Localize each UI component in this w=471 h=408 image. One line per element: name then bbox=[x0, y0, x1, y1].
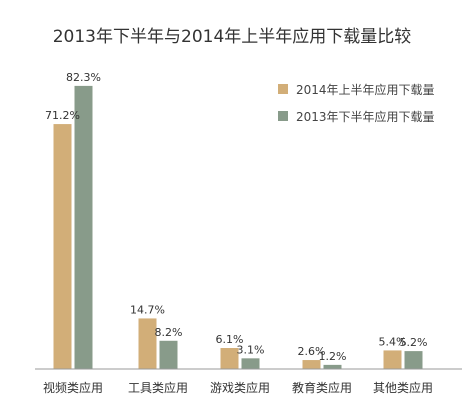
bar-2014h1-0 bbox=[53, 124, 72, 370]
category-label-3: 教育类应用 bbox=[292, 380, 352, 395]
bars-group bbox=[53, 85, 423, 370]
value-label-2013h2-4: 5.2% bbox=[400, 336, 428, 349]
bar-2013h2-0 bbox=[74, 85, 93, 369]
bar-2014h1-2 bbox=[220, 348, 239, 369]
value-label-2013h2-1: 8.2% bbox=[155, 326, 183, 339]
legend-label-2014h1: 2014年上半年应用下载量 bbox=[296, 82, 435, 97]
value-label-2014h1-2: 6.1% bbox=[216, 333, 244, 346]
value-label-2014h1-3: 2.6% bbox=[298, 345, 326, 358]
bar-2014h1-1 bbox=[138, 318, 157, 369]
chart-title: 2013年下半年与2014年上半年应用下载量比较 bbox=[53, 27, 412, 47]
value-label-2014h1-4: 5.4% bbox=[379, 335, 407, 348]
value-label-2013h2-2: 3.1% bbox=[237, 343, 265, 356]
category-label-2: 游戏类应用 bbox=[210, 380, 270, 395]
value-label-2013h2-0: 82.3% bbox=[66, 71, 101, 84]
bar-2014h1-3 bbox=[302, 360, 321, 369]
bar-2013h2-2 bbox=[241, 358, 260, 369]
category-label-4: 其他类应用 bbox=[373, 380, 433, 395]
legend: 2014年上半年应用下载量 2013年下半年应用下载量 bbox=[278, 82, 435, 124]
value-label-2013h2-3: 1.2% bbox=[319, 350, 347, 363]
category-label-1: 工具类应用 bbox=[128, 380, 188, 395]
bar-2014h1-4 bbox=[383, 350, 402, 369]
bar-2013h2-4 bbox=[404, 351, 423, 369]
legend-label-2013h2: 2013年下半年应用下载量 bbox=[296, 109, 435, 124]
bar-2013h2-3 bbox=[323, 364, 342, 369]
category-labels-group: 视频类应用 工具类应用 游戏类应用 教育类应用 其他类应用 bbox=[43, 380, 433, 395]
category-label-0: 视频类应用 bbox=[43, 380, 103, 395]
value-label-2014h1-1: 14.7% bbox=[130, 303, 165, 316]
value-label-2014h1-0: 71.2% bbox=[45, 109, 80, 122]
value-labels-group: 71.2% 82.3% 14.7% 8.2% 6.1%3.1% 2.6%1.2% 5.4%5… bbox=[45, 71, 427, 363]
bar-2013h2-1 bbox=[159, 340, 178, 369]
legend-swatch-2013h2 bbox=[278, 111, 288, 121]
legend-swatch-2014h1 bbox=[278, 84, 288, 94]
